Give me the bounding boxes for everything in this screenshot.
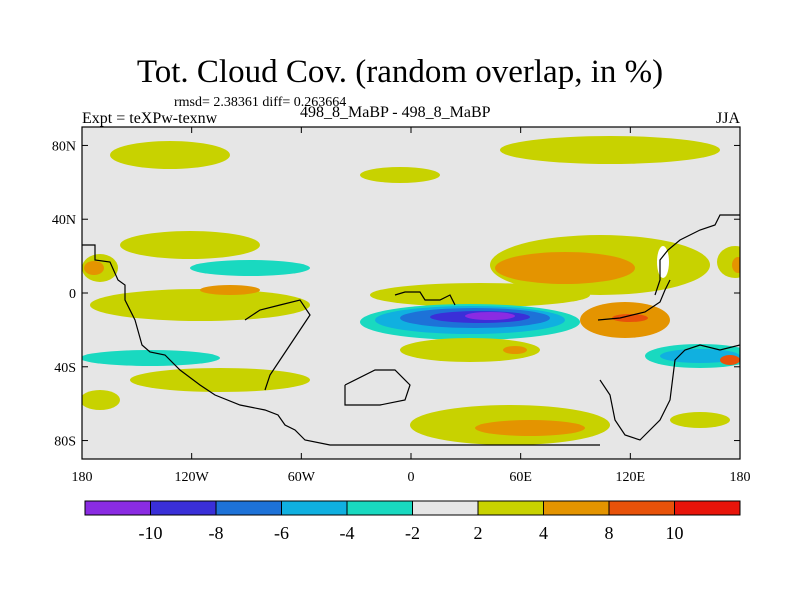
anomaly-field xyxy=(82,136,740,446)
coastlines xyxy=(82,214,740,446)
colorbar-swatch xyxy=(150,500,217,516)
season-label: JJA xyxy=(715,110,740,127)
colorbar-swatch xyxy=(281,500,348,516)
y-axis: 80N 40N 0 40S 80S xyxy=(52,139,740,450)
x-tick-label: 60W xyxy=(288,470,316,485)
south-atlantic-pos xyxy=(400,338,540,362)
colorbar-label: -4 xyxy=(340,523,355,543)
colorbar-swatch xyxy=(412,500,479,516)
antarctic-island xyxy=(344,369,411,406)
colorbar-swatch xyxy=(84,500,151,516)
x-tick-label: 180 xyxy=(730,470,751,485)
colorbar-swatch xyxy=(543,500,610,516)
south-america-inner xyxy=(244,299,311,391)
colorbar-swatch xyxy=(346,500,413,516)
east-pacific-positive xyxy=(90,289,310,321)
south-west-pos xyxy=(82,390,120,410)
x-tick-label: 120W xyxy=(175,470,210,485)
colorbar-label: -8 xyxy=(209,523,224,543)
australia-orange xyxy=(720,355,740,365)
stats-label: rmsd= 2.38361 diff= 0.263664 xyxy=(174,95,347,110)
south-east-pos xyxy=(670,412,730,428)
experiment-label: Expt = teXPw-texnw xyxy=(82,110,218,127)
maritime-continent xyxy=(597,279,671,321)
y-tick-label: 40S xyxy=(54,361,76,376)
x-tick-label: 180 xyxy=(72,470,93,485)
x-tick-label: 120E xyxy=(616,470,646,485)
east-asia-core xyxy=(495,252,635,284)
west-orange xyxy=(84,261,104,275)
y-tick-label: 0 xyxy=(69,287,76,302)
north-pacific-negative xyxy=(190,260,310,276)
arctic-band-2 xyxy=(500,136,720,164)
south-pacific-pos xyxy=(130,368,310,392)
x-tick-label: 60E xyxy=(509,470,532,485)
maritime-core xyxy=(612,314,648,322)
colorbar-label: 2 xyxy=(474,523,483,543)
colorbar-label: 4 xyxy=(539,523,548,543)
experiment-subtitle: 498_8_MaBP - 498_8_MaBP xyxy=(300,104,491,121)
south-pacific-neg xyxy=(82,350,220,366)
colorbar: -10 -8 -6 -4 -2 2 4 8 10 xyxy=(84,500,741,543)
chart-title: Tot. Cloud Cov. (random overlap, in %) xyxy=(136,54,664,90)
tropical-band xyxy=(370,283,590,307)
colorbar-swatch xyxy=(674,500,741,516)
colorbar-label: -2 xyxy=(405,523,420,543)
y-tick-label: 40N xyxy=(52,213,76,228)
colorbar-swatch xyxy=(215,500,282,516)
arctic-band-3 xyxy=(360,167,440,183)
colorbar-label: -6 xyxy=(274,523,289,543)
y-tick-label: 80S xyxy=(54,435,76,450)
africa-coast xyxy=(394,291,456,306)
colorbar-label: 8 xyxy=(605,523,614,543)
x-tick-label: 0 xyxy=(408,470,415,485)
southern-ocean-core xyxy=(475,420,585,436)
arctic-band-1 xyxy=(110,141,230,169)
north-pacific-positive xyxy=(120,231,260,259)
field-patches xyxy=(82,136,740,445)
indian-min xyxy=(465,312,515,320)
colorbar-label: 10 xyxy=(666,523,684,543)
colorbar-swatch xyxy=(477,500,544,516)
australia-coast xyxy=(599,344,740,441)
americas-coast xyxy=(82,244,600,446)
y-tick-label: 80N xyxy=(52,139,76,154)
colorbar-swatch xyxy=(608,500,675,516)
x-axis: 180 120W 60W 0 60E 120E 180 xyxy=(72,127,751,485)
australia-neg-inner xyxy=(660,349,740,363)
asia-coast xyxy=(654,214,740,296)
east-pacific-orange xyxy=(200,285,260,295)
south-atlantic-orange xyxy=(503,346,527,354)
east-edge-orange xyxy=(732,257,740,273)
colorbar-label: -10 xyxy=(139,523,163,543)
